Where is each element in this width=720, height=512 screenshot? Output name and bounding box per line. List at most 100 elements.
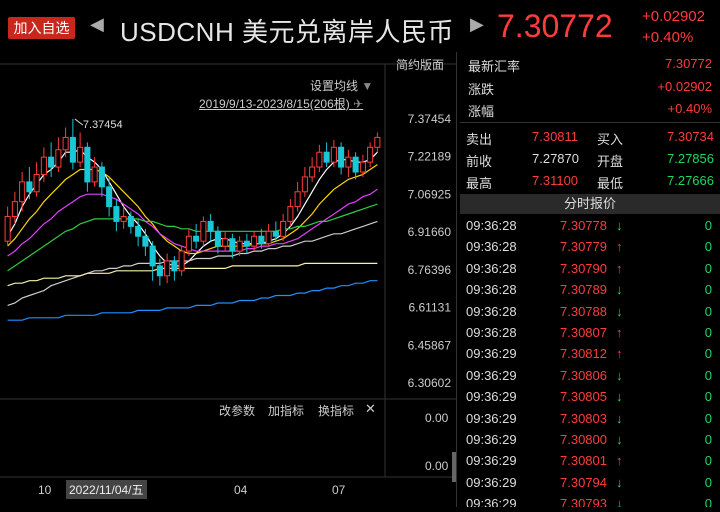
tick-price: 7.30788: [560, 303, 607, 319]
candle-body: [316, 151, 323, 168]
tick-time: 09:36:29: [466, 367, 517, 383]
price-axis-label: 6.30602: [408, 376, 452, 390]
candle-body: [330, 146, 337, 163]
price-axis-label: 7.06925: [408, 187, 452, 201]
layout-mode-button[interactable]: 简约版面: [396, 58, 445, 72]
candle-body: [359, 161, 366, 173]
ma-settings-label: 设置均线: [310, 79, 359, 93]
dropdown-icon: ▼: [361, 79, 374, 93]
candle-body: [77, 146, 84, 163]
candle-body: [33, 173, 40, 193]
buy-label: 买入: [597, 132, 624, 147]
arrow-up-icon: ↑: [616, 260, 623, 276]
tick-row: 09:36:28 7.30788 ↓ 0: [460, 302, 720, 323]
prev-arrow-icon[interactable]: ◀: [90, 14, 104, 34]
open-label: 开盘: [597, 154, 624, 169]
prev-close-value: 7.27870: [532, 151, 579, 166]
crosshair-date-label: 2022/11/04/五: [66, 480, 147, 499]
price-axis-label: 6.61131: [409, 301, 452, 315]
tick-volume: 0: [704, 239, 712, 255]
peak-marker-line: [74, 118, 84, 126]
tick-time: 09:36:28: [466, 218, 517, 233]
tick-list[interactable]: 09:36:28 7.30778 ↓ 0 09:36:28 7.30779 ↑ 0 09:36:…: [460, 214, 720, 507]
tick-time: 09:36:28: [466, 260, 517, 276]
candle-body: [26, 181, 33, 193]
candle-body: [280, 220, 287, 237]
arrow-down-icon: ↓: [616, 410, 623, 426]
tick-row: 09:36:29 7.30800 ↓ 0: [460, 430, 720, 451]
arrow-down-icon: ↓: [616, 432, 623, 447]
tick-row: 09:36:29 7.30801 ↑ 0: [460, 451, 720, 472]
price-axis-label: 7.37454: [408, 112, 452, 126]
price-axis-label: 6.91660: [408, 225, 452, 239]
arrow-up-icon: ↑: [616, 346, 623, 362]
tick-row: 09:36:29 7.30805 ↓ 0: [460, 387, 720, 408]
candle-body: [98, 166, 105, 188]
candle-body: [251, 235, 258, 247]
tick-volume: 0: [704, 389, 712, 405]
pct-label: 涨幅: [468, 104, 495, 119]
close-icon[interactable]: ✕: [365, 401, 376, 416]
kline-chart-panel: 7.37454 7.22189 7.06925 6.91660 6.76396 6.611…: [0, 52, 456, 507]
candle-body: [113, 206, 120, 222]
arrow-up-icon: ↑: [616, 325, 623, 340]
date-range-label: 2019/9/13-2023/8/15(206根): [199, 97, 350, 111]
candle-body: [142, 235, 149, 247]
candle-body: [69, 136, 76, 163]
tick-volume: 0: [704, 474, 712, 490]
candle-body: [55, 149, 62, 168]
tick-volume: 0: [704, 410, 712, 426]
tick-volume: 0: [704, 432, 712, 447]
panel-divider: [456, 52, 457, 507]
buy-value: 7.30734: [667, 129, 714, 144]
candle-body: [323, 151, 330, 163]
tick-volume: 0: [704, 325, 712, 340]
tick-price: 7.30807: [560, 325, 607, 340]
kline-chart[interactable]: 7.37454 7.22189 7.06925 6.91660 6.76396 6.611…: [0, 52, 456, 507]
tick-row: 09:36:28 7.30790 ↑ 0: [460, 259, 720, 280]
change-params-button[interactable]: 改参数: [219, 404, 256, 418]
current-price: 7.30772: [497, 8, 613, 44]
moving-average-line: [7, 149, 378, 267]
candle-body: [287, 206, 294, 222]
candle-body: [106, 186, 113, 208]
tick-price: 7.30812: [560, 346, 607, 362]
tick-volume: 0: [704, 453, 712, 469]
tick-price: 7.30778: [560, 218, 607, 233]
peak-value-label: 7.37454: [83, 119, 123, 131]
scrollbar[interactable]: [452, 452, 456, 482]
price-axis-label: 6.45867: [408, 338, 452, 352]
pin-icon[interactable]: ✈: [353, 97, 364, 111]
arrow-down-icon: ↓: [616, 303, 623, 319]
candle-body: [178, 250, 185, 272]
candle-body: [164, 260, 171, 277]
candle-body: [214, 230, 221, 247]
tick-row: 09:36:29 7.30812 ↑ 0: [460, 344, 720, 365]
tick-volume: 0: [704, 367, 712, 383]
sell-value: 7.30811: [532, 129, 579, 144]
candle-body: [338, 146, 345, 168]
low-label: 最低: [597, 176, 624, 191]
candle-body: [345, 156, 352, 168]
change-value: +0.02902: [657, 79, 712, 94]
moving-average-line: [7, 262, 378, 287]
tick-time: 09:36:29: [466, 432, 517, 447]
low-value: 7.27666: [667, 173, 714, 188]
candle-body: [193, 235, 200, 242]
tick-time: 09:36:28: [466, 325, 517, 340]
candle-body: [135, 225, 142, 237]
candle-body: [243, 240, 250, 247]
moving-average-line: [7, 203, 378, 272]
switch-indicator-button[interactable]: 换指标: [318, 404, 355, 418]
arrow-down-icon: ↓: [616, 367, 623, 383]
tick-row: 09:36:29 7.30794 ↓ 0: [460, 473, 720, 494]
add-to-watchlist-button[interactable]: 加入自选: [8, 17, 75, 39]
next-arrow-icon[interactable]: ▶: [470, 14, 484, 34]
tick-price: 7.30779: [560, 239, 607, 255]
candle-body: [11, 201, 18, 217]
ma-settings-button[interactable]: 设置均线 ▼: [310, 77, 373, 94]
candle-body: [258, 235, 265, 245]
add-indicator-button[interactable]: 加指标: [268, 404, 305, 418]
quote-panel: 最新汇率 7.30772 涨跌 +0.02902 涨幅 +0.40% 卖出 7.…: [460, 52, 720, 507]
high-label: 最高: [466, 176, 493, 191]
